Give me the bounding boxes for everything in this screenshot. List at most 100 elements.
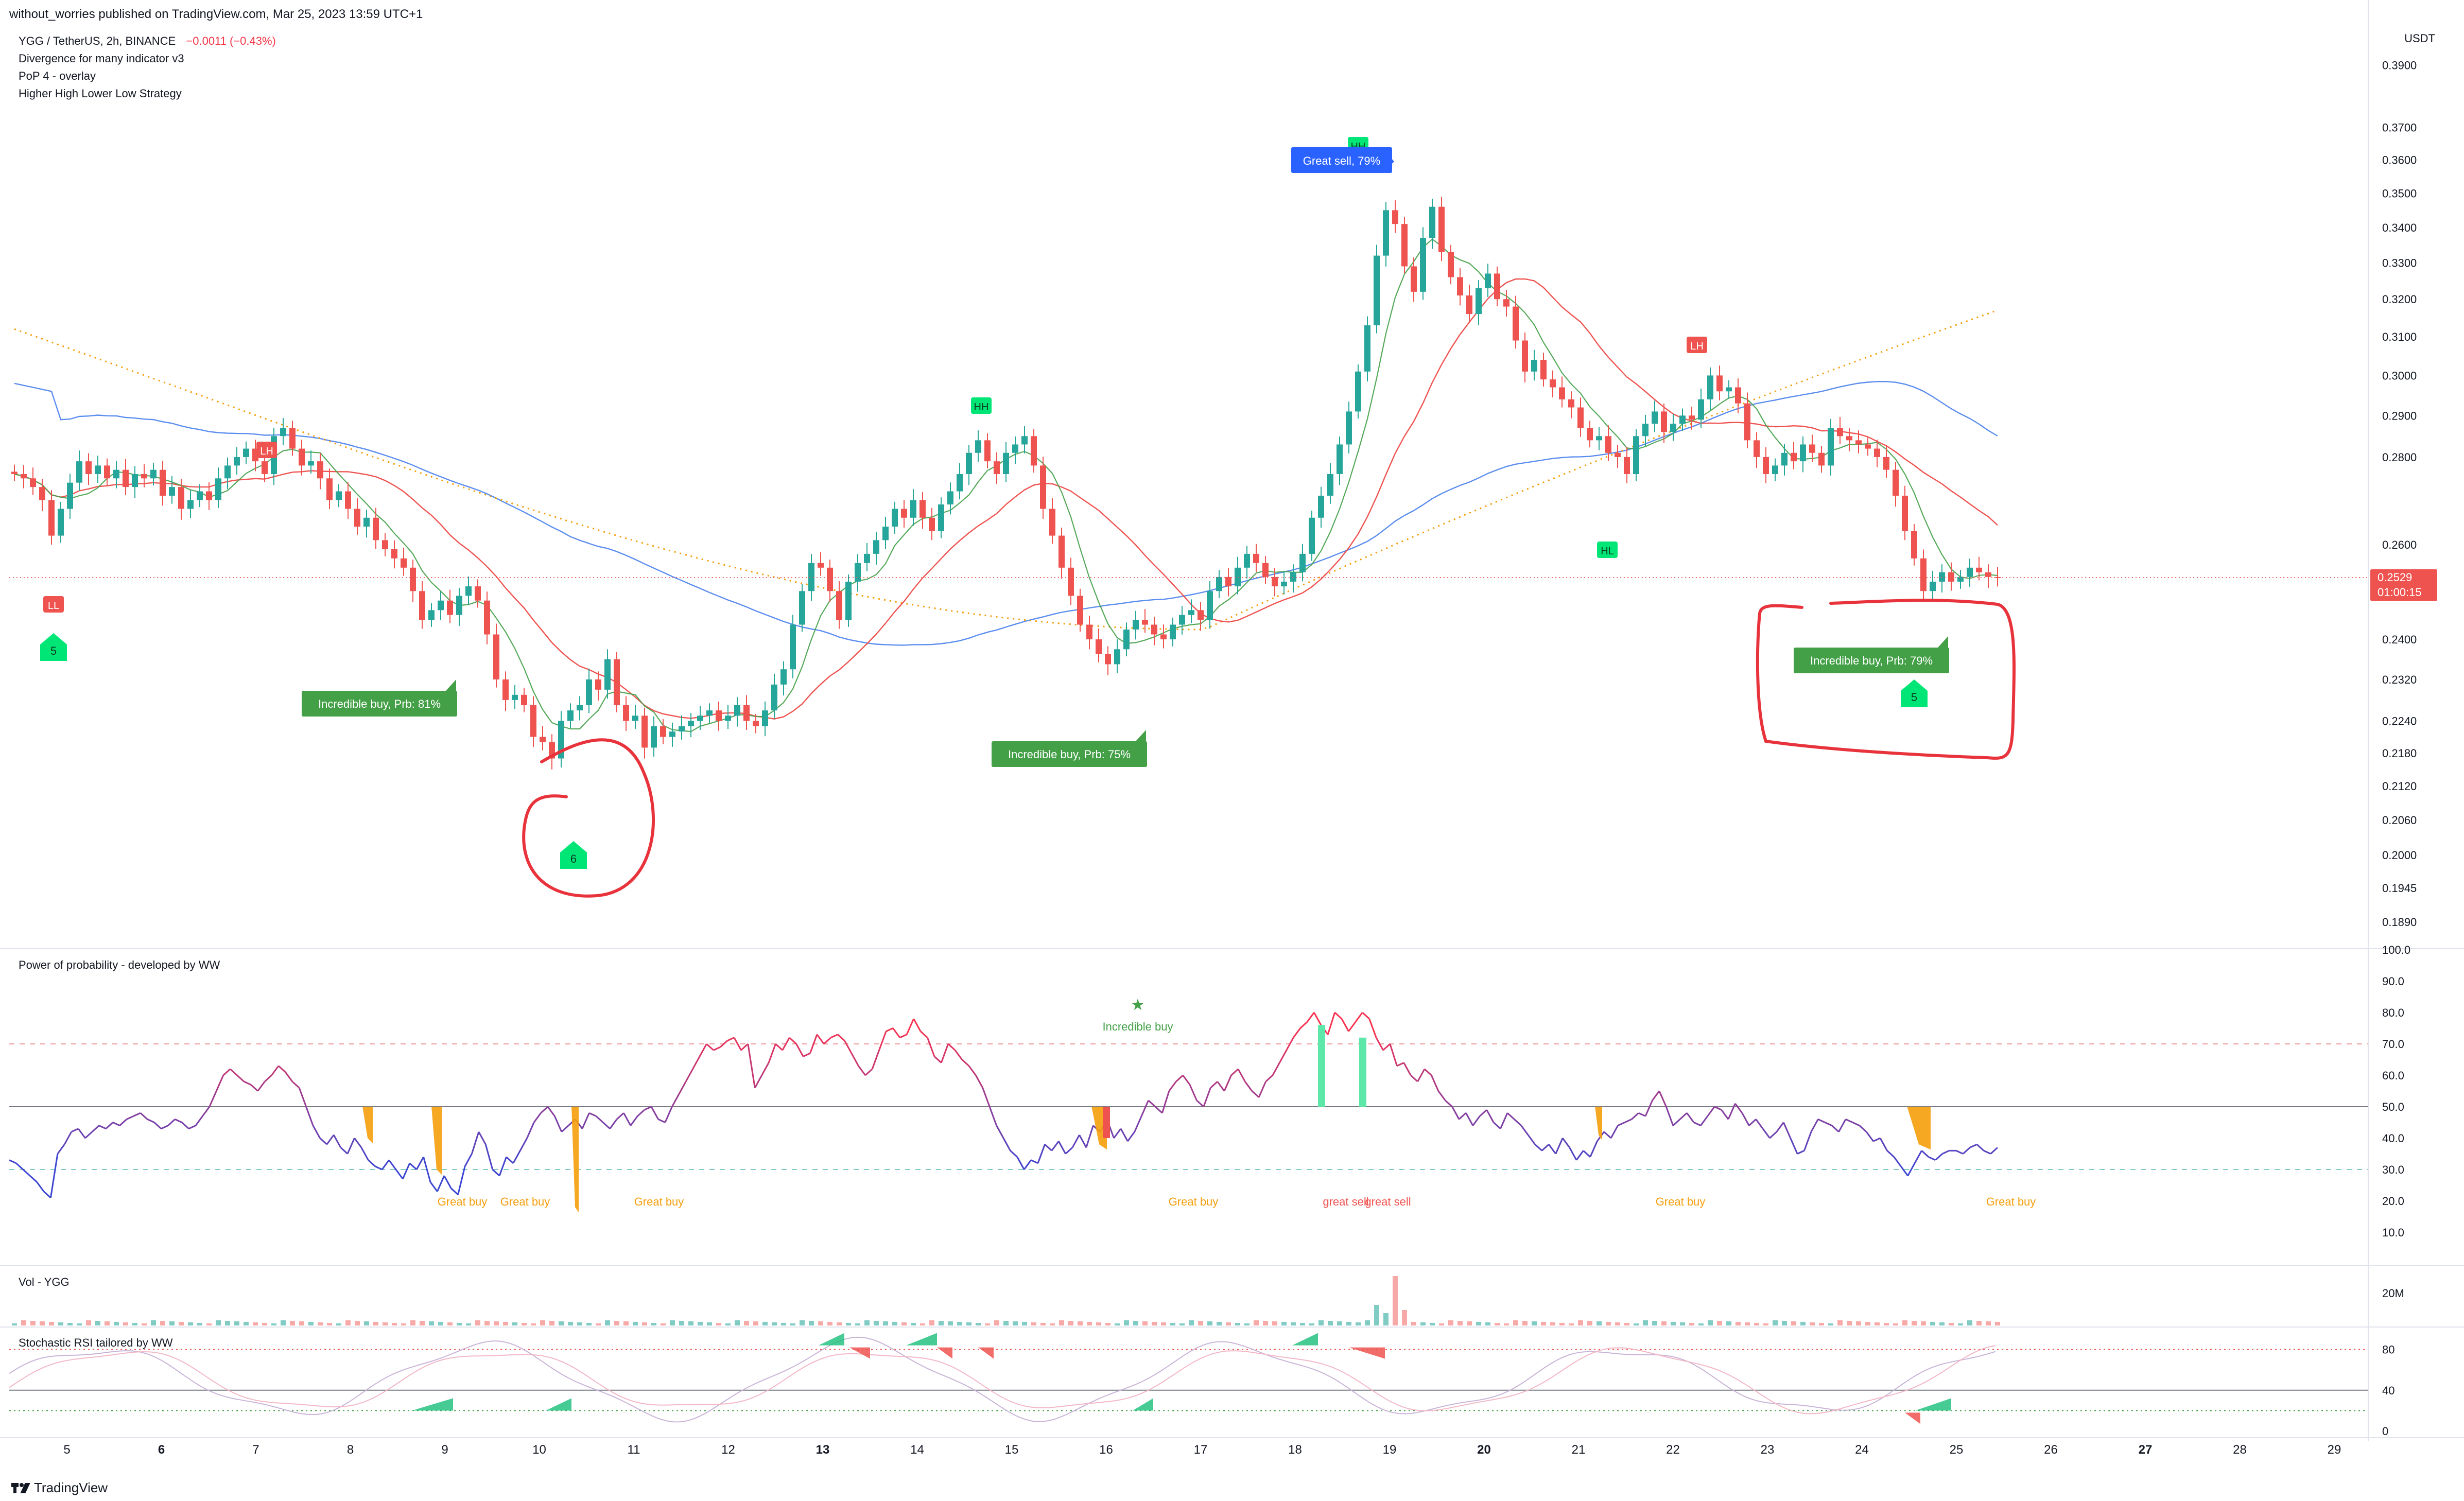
price-tick-label: 0.3100 <box>2382 330 2417 343</box>
volume-bar <box>1624 1323 1629 1325</box>
ema-blue-line <box>14 380 1998 646</box>
candle-body <box>1374 255 1380 325</box>
pop-line-segment <box>415 1156 424 1170</box>
volume-bar <box>1495 1323 1500 1325</box>
stochrsi-cross-fill-red <box>1349 1347 1385 1359</box>
date-tick-label: 11 <box>628 1443 640 1457</box>
pane-title-volume[interactable]: Vol - YGG <box>19 1276 70 1288</box>
volume-bar <box>1430 1323 1435 1325</box>
pop-line-segment <box>1534 1144 1542 1151</box>
hand-drawn-circle-left <box>522 738 655 898</box>
pop-line-segment <box>886 1027 894 1032</box>
pop-line-segment <box>982 1087 991 1107</box>
pop-line-segment <box>1555 1138 1564 1155</box>
candle-body <box>1605 436 1611 453</box>
volume-bar <box>633 1322 638 1325</box>
indicator-divergence[interactable]: Divergence for many indicator v3 <box>19 52 184 65</box>
pop-line-segment <box>423 1157 431 1182</box>
candle-body <box>688 721 694 726</box>
date-tick-label: 19 <box>1383 1443 1397 1457</box>
swing-tag-ll-bg <box>43 596 64 613</box>
stochrsi-cross-fill-red <box>849 1347 870 1359</box>
candle-body <box>289 428 296 449</box>
pentagon-marker <box>40 633 67 661</box>
volume-bar <box>735 1320 740 1325</box>
volume-bar <box>966 1322 971 1325</box>
stochrsi-cross-fill-red <box>978 1347 994 1359</box>
volume-bar <box>1569 1323 1574 1325</box>
price-tick-label: 0.3700 <box>2382 121 2417 134</box>
volume-bar <box>1763 1323 1768 1325</box>
pop-line-segment <box>1603 1131 1612 1139</box>
candle-body <box>1364 325 1370 372</box>
pane-title-stochrsi[interactable]: Stochastic RSI tailored by WW <box>19 1336 173 1349</box>
volume-bar <box>1179 1323 1185 1325</box>
pop-line-segment <box>1486 1109 1495 1123</box>
candle-body <box>401 558 407 568</box>
volume-bar <box>290 1321 295 1325</box>
volume-bar <box>531 1323 536 1325</box>
volume-bar <box>1532 1321 1537 1325</box>
candle-body <box>132 474 138 487</box>
pop-line-segment <box>789 1037 797 1045</box>
volume-bar <box>1745 1322 1750 1325</box>
candle-body <box>113 469 119 479</box>
volume-bar <box>1235 1323 1240 1325</box>
indicator-pop-overlay[interactable]: PoP 4 - overlay <box>19 69 96 82</box>
volume-bar <box>1884 1323 1889 1325</box>
candle-body <box>1068 567 1074 596</box>
candle-body <box>1828 428 1834 466</box>
candle-body <box>1096 639 1102 654</box>
candle-body <box>799 591 805 625</box>
volume-bar <box>1810 1322 1815 1325</box>
volume-bar <box>1615 1322 1620 1325</box>
candle-body <box>465 586 472 596</box>
tradingview-brand[interactable]: TradingView <box>11 1480 108 1496</box>
pop-line-segment <box>595 1115 604 1123</box>
pop-line-segment <box>1479 1109 1487 1117</box>
candle-body <box>1105 654 1111 665</box>
swing-tag-hl-bg <box>1597 542 1618 558</box>
pop-line-segment <box>1120 1128 1129 1142</box>
volume-bar <box>77 1323 82 1325</box>
pop-line-segment <box>1334 1011 1343 1020</box>
pop-line-segment <box>1769 1131 1777 1139</box>
volume-bar <box>429 1321 434 1325</box>
candle-body <box>150 469 157 479</box>
volume-bar <box>1031 1322 1036 1325</box>
pop-line-segment <box>954 1050 963 1060</box>
price-tick-label: 0.1890 <box>2382 916 2417 929</box>
pop-line-segment <box>940 1043 949 1063</box>
pop-signal-text: Great buy <box>438 1195 488 1208</box>
pop-line-segment <box>988 1106 997 1126</box>
pop-line-segment <box>913 1018 922 1032</box>
stochrsi-cross-fill <box>1292 1333 1318 1346</box>
pop-line-segment <box>1797 1150 1805 1155</box>
pop-line-segment <box>395 1169 404 1180</box>
pop-line-segment <box>837 1034 845 1042</box>
candle-body <box>363 517 370 527</box>
candle-body <box>1735 387 1741 404</box>
pop-line-segment <box>1776 1122 1784 1132</box>
indicator-hhll-strategy[interactable]: Higher High Lower Low Strategy <box>19 87 182 100</box>
candle-body <box>966 452 972 474</box>
volume-bar <box>586 1323 592 1325</box>
pop-line-segment <box>175 1119 182 1123</box>
volume-bar <box>864 1320 870 1325</box>
candle-body <box>1494 273 1500 300</box>
pop-line-segment <box>402 1163 411 1179</box>
pop-line-segment <box>1044 1144 1052 1151</box>
volume-bar <box>1800 1322 1806 1325</box>
pop-line-segment <box>1355 1012 1363 1023</box>
volume-bar <box>95 1321 100 1325</box>
volume-bar <box>1671 1322 1676 1325</box>
great-sell-label-pointer <box>1382 147 1394 173</box>
pop-line-segment <box>830 1034 838 1039</box>
symbol-legend[interactable]: YGG / TetherUS, 2h, BINANCE −0.0011 (−0.… <box>19 33 276 49</box>
pop-signal-text: Great buy <box>1986 1195 2036 1208</box>
pane-title-pop[interactable]: Power of probability - developed by WW <box>19 958 220 971</box>
pop-line-segment <box>1506 1112 1515 1120</box>
candle-body <box>790 624 796 670</box>
candle-body <box>1624 457 1630 474</box>
